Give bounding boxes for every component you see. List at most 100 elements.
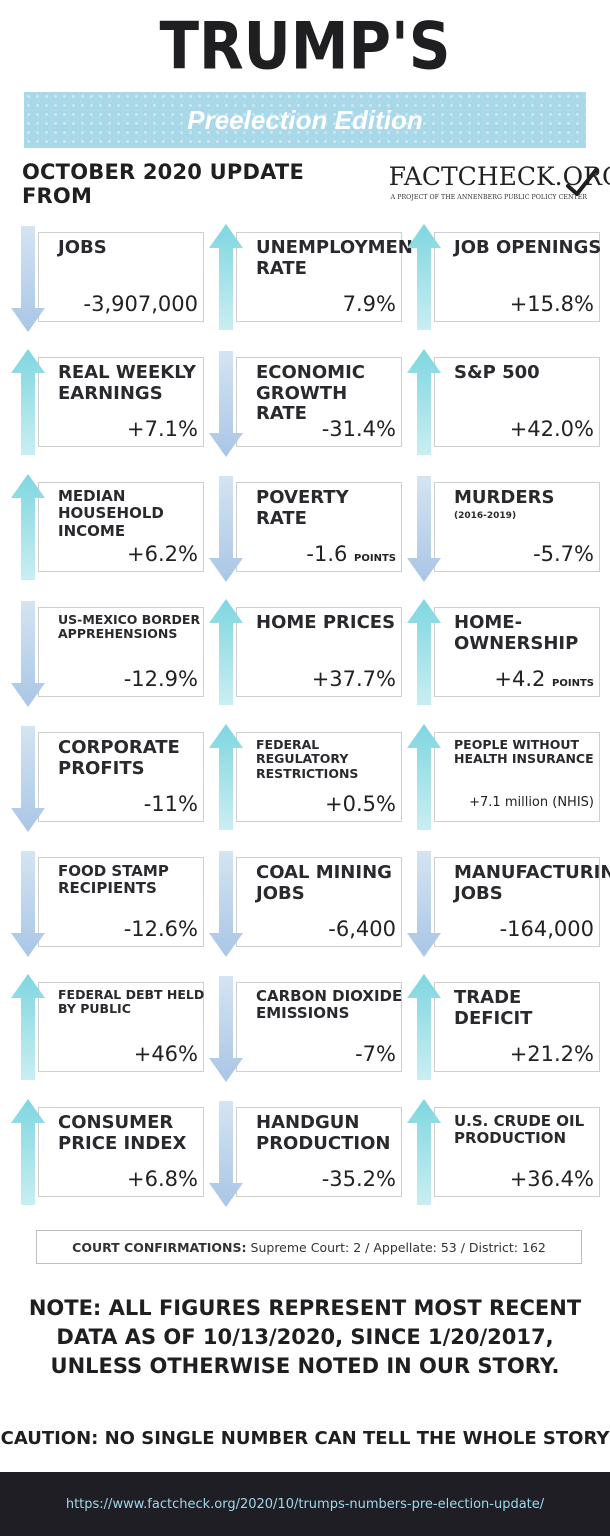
stat-value-text: +21.2%	[509, 1042, 594, 1066]
stat-label-text: JOB OPENINGS	[454, 237, 602, 258]
checkmark-icon	[565, 168, 598, 196]
stat-value-text: -12.9%	[123, 667, 198, 691]
stat-label-text: COAL MINING JOBS	[256, 862, 392, 904]
stat-label: S&P 500	[454, 362, 602, 384]
arrow-up-icon	[11, 474, 45, 580]
stat-value: -164,000	[500, 917, 594, 941]
stat-card: TRADE DEFICIT +21.2%	[406, 972, 602, 1084]
stat-value-text: -7%	[355, 1042, 396, 1066]
stat-card: REAL WEEKLY EARNINGS +7.1%	[10, 347, 206, 459]
arrow-down-icon	[209, 476, 243, 582]
stat-value-text: +7.1%	[127, 417, 198, 441]
stat-value-text: +36.4%	[509, 1167, 594, 1191]
stat-box	[434, 607, 600, 697]
stat-value: +21.2%	[510, 1042, 594, 1066]
stat-card: U.S. CRUDE OIL PRODUCTION +36.4%	[406, 1097, 602, 1209]
stat-label-text: POVERTY RATE	[256, 487, 349, 529]
factcheck-logo-name: FACTCHECK.ORG	[388, 162, 610, 191]
stat-value-text: +0.5%	[325, 792, 396, 816]
stat-value-text: -11%	[143, 792, 198, 816]
stat-box	[236, 1107, 402, 1197]
stat-value: -5.7%	[533, 542, 594, 566]
court-confirmations: COURT CONFIRMATIONS: Supreme Court: 2 / …	[36, 1230, 582, 1264]
stat-box	[434, 1107, 600, 1197]
stat-card: HANDGUN PRODUCTION -35.2%	[208, 1097, 404, 1209]
stat-card: MURDERS (2016-2019) -5.7%	[406, 472, 602, 584]
stat-box	[434, 232, 600, 322]
stat-value-text: -5.7%	[533, 542, 594, 566]
stat-value: +42.0%	[510, 417, 594, 441]
stat-value-text: +4.2	[494, 667, 546, 691]
stat-box	[434, 732, 600, 822]
stat-value-text: -3,907,000	[83, 292, 198, 316]
stat-label-text: MANUFACTURING JOBS	[454, 862, 610, 904]
update-label: OCTOBER 2020 UPDATE FROM	[22, 160, 304, 208]
stat-label-text: HOME PRICES	[256, 612, 396, 633]
stat-value: -12.9%	[124, 667, 198, 691]
stat-card: UNEMPLOYMENT RATE 7.9%	[208, 222, 425, 334]
stat-label: REAL WEEKLY EARNINGS	[58, 362, 206, 404]
stat-unit: POINTS	[354, 553, 396, 564]
stat-label-text: HANDGUN PRODUCTION	[256, 1112, 391, 1154]
stat-label: FEDERAL DEBT HELD BY PUBLIC	[58, 987, 206, 1017]
arrow-down-icon	[209, 1101, 243, 1207]
stat-label: CORPORATE PROFITS	[58, 737, 206, 779]
stat-card: FEDERAL DEBT HELD BY PUBLIC +46%	[10, 972, 206, 1084]
stat-card: CORPORATE PROFITS -11%	[10, 722, 206, 834]
stat-card: S&P 500 +42.0%	[406, 347, 602, 459]
stat-box	[434, 482, 600, 572]
stat-label-text: FEDERAL DEBT HELD BY PUBLIC	[58, 987, 205, 1017]
arrow-up-icon	[209, 724, 243, 830]
stat-box	[38, 857, 204, 947]
stat-value: +7.1%	[127, 417, 198, 441]
stat-box	[236, 482, 402, 572]
stat-value-text: +6.2%	[127, 542, 198, 566]
stat-label-text: MURDERS	[454, 487, 555, 508]
stat-card: HOME PRICES +37.7%	[208, 597, 404, 709]
arrow-up-icon	[407, 724, 441, 830]
stat-label: COAL MINING JOBS	[256, 862, 404, 904]
stat-label: U.S. CRUDE OIL PRODUCTION	[454, 1112, 602, 1148]
stat-card: FOOD STAMP RECIPIENTS -12.6%	[10, 847, 206, 959]
arrow-up-icon	[407, 349, 441, 455]
stat-box	[236, 232, 402, 322]
stat-box	[38, 1107, 204, 1197]
arrow-up-icon	[407, 974, 441, 1080]
stat-box	[236, 357, 402, 447]
stat-label: US-MEXICO BORDER APPREHENSIONS	[58, 612, 206, 642]
stat-label-text: FEDERAL REGULATORY RESTRICTIONS	[256, 737, 359, 781]
stat-label: MURDERS (2016-2019)	[454, 487, 602, 521]
arrow-down-icon	[209, 851, 243, 957]
stat-value: 7.9%	[343, 292, 396, 316]
stat-card: PEOPLE WITHOUT HEALTH INSURANCE +7.1 mill…	[406, 722, 602, 834]
footer-url[interactable]: https://www.factcheck.org/2020/10/trumps…	[65, 1496, 545, 1512]
stat-value: +15.8%	[510, 292, 594, 316]
stat-card: MANUFACTURING JOBS -164,000	[406, 847, 610, 959]
stat-value-text: -1.6	[306, 542, 348, 566]
stat-label: CONSUMER PRICE INDEX	[58, 1112, 206, 1154]
stat-label: PEOPLE WITHOUT HEALTH INSURANCE	[454, 737, 602, 767]
stat-value-text: +37.7%	[311, 667, 396, 691]
stat-label: JOB OPENINGS	[454, 237, 602, 259]
stat-label: TRADE DEFICIT	[454, 987, 602, 1029]
stat-card: HOME-OWNERSHIP +4.2 POINTS	[406, 597, 602, 709]
stat-box	[38, 607, 204, 697]
stat-label-text: US-MEXICO BORDER APPREHENSIONS	[58, 612, 201, 642]
stat-value: -11%	[144, 792, 198, 816]
stat-box	[236, 857, 402, 947]
arrow-up-icon	[209, 224, 243, 330]
arrow-down-icon	[407, 476, 441, 582]
stat-label: FEDERAL REGULATORY RESTRICTIONS	[256, 737, 404, 781]
stat-value: -6,400	[328, 917, 396, 941]
stat-box	[236, 982, 402, 1072]
stat-label-text: PEOPLE WITHOUT HEALTH INSURANCE	[454, 737, 594, 767]
stat-value: +36.4%	[510, 1167, 594, 1191]
stat-label-text: FOOD STAMP RECIPIENTS	[58, 862, 169, 898]
stat-value: -12.6%	[124, 917, 198, 941]
stat-card: CONSUMER PRICE INDEX +6.8%	[10, 1097, 206, 1209]
stat-label-text: ECONOMIC GROWTH RATE	[256, 362, 365, 425]
stat-label: UNEMPLOYMENT RATE	[256, 237, 425, 279]
stat-value-text: -164,000	[499, 917, 594, 941]
stat-box	[38, 232, 204, 322]
stat-label: CARBON DIOXIDE EMISSIONS	[256, 987, 404, 1023]
